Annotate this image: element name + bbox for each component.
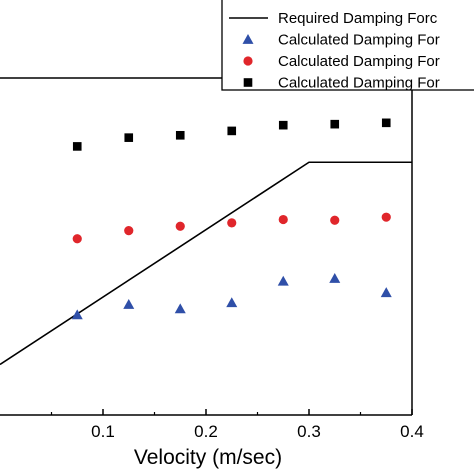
- legend-triangle-icon: [242, 34, 254, 44]
- data-point-circle: [124, 226, 134, 236]
- data-point-triangle: [226, 297, 238, 308]
- data-point-circle: [381, 212, 391, 222]
- data-point-triangle: [277, 275, 289, 286]
- data-point-square: [124, 133, 134, 142]
- data-point-square: [381, 118, 391, 128]
- series-3: [72, 212, 391, 244]
- data-point-triangle: [329, 273, 341, 283]
- legend-circle-icon: [243, 56, 253, 66]
- data-point-circle: [227, 218, 237, 228]
- legend-label: Required Damping Forc: [278, 10, 438, 27]
- required-damping-line: [0, 161, 412, 366]
- data-point-triangle: [380, 287, 392, 298]
- data-point-triangle: [71, 309, 83, 320]
- data-point-triangle: [123, 298, 135, 309]
- plot-area: [0, 77, 413, 416]
- legend-square-icon: [243, 78, 253, 87]
- x-tick-label: 0.4: [400, 422, 424, 441]
- x-tick-label: 0.2: [194, 422, 218, 441]
- x-tick-label: 0.3: [297, 422, 321, 441]
- x-axis-ticks: 0.1 0.2 0.3 0.4: [50, 409, 424, 441]
- data-point-circle: [330, 215, 340, 225]
- data-point-square: [175, 130, 185, 140]
- data-point-circle: [278, 214, 288, 225]
- legend-label: Calculated Damping For: [278, 53, 440, 70]
- series-2: [71, 273, 392, 320]
- x-tick-label: 0.1: [91, 422, 115, 441]
- legend-label: Calculated Damping For: [278, 75, 440, 92]
- data-point-circle: [72, 234, 82, 244]
- data-point-square: [330, 119, 340, 129]
- data-point-square: [227, 126, 237, 136]
- data-point-square: [278, 120, 288, 130]
- legend: Required Damping Forc Calculated Damping …: [221, 0, 474, 92]
- x-axis-title: Velocity (m/sec): [134, 446, 282, 469]
- data-point-triangle: [174, 303, 186, 314]
- series-1: [0, 161, 412, 366]
- legend-label: Calculated Damping For: [278, 32, 440, 49]
- data-point-square: [72, 142, 82, 151]
- series-4: [72, 118, 391, 151]
- data-point-circle: [175, 221, 185, 231]
- legend-box: [221, 0, 474, 91]
